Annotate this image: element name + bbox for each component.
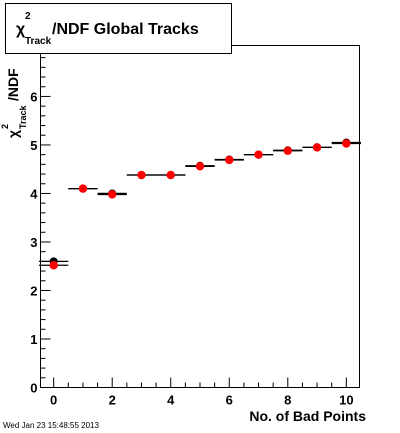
red-data-point	[78, 184, 88, 193]
y-tick-label: 4	[30, 186, 38, 201]
x-tick-label: 6	[226, 393, 233, 408]
title-sup: 2	[25, 11, 31, 22]
y-tick-label: 0	[30, 381, 37, 396]
timestamp: Wed Jan 23 15:48:55 2013	[3, 421, 99, 430]
y-tick-label: 2	[30, 283, 37, 298]
red-data-point	[283, 146, 292, 155]
y-tick-label: 6	[30, 89, 37, 104]
y-axis-title: χ 2 Track /NDF	[0, 68, 28, 138]
red-data-point	[254, 150, 263, 159]
x-tick-label: 10	[339, 393, 353, 408]
y-title-chi: χ	[5, 130, 21, 138]
y-title-sup: 2	[0, 124, 10, 129]
red-data-point	[108, 190, 117, 199]
axes: 024681001234567	[30, 41, 353, 408]
red-data-point	[312, 143, 322, 152]
red-data-point	[166, 170, 175, 180]
plot-frame	[40, 45, 360, 388]
x-tick-label: 2	[109, 393, 116, 408]
y-tick-label: 1	[30, 332, 37, 347]
data-marks	[39, 138, 361, 270]
x-tick-label: 4	[167, 393, 175, 408]
red-data-point	[49, 261, 58, 270]
red-data-point	[137, 170, 146, 180]
x-axis-title: No. of Bad Points	[249, 408, 366, 424]
red-data-point	[195, 162, 205, 171]
y-tick-label: 3	[30, 235, 37, 250]
x-tick-label: 8	[284, 393, 291, 408]
y-title-rest: /NDF	[5, 68, 21, 101]
title-sub: Track	[25, 36, 52, 47]
red-data-point	[342, 139, 351, 148]
title-box: χ 2 Track /NDF Global Tracks	[5, 3, 232, 54]
x-tick-label: 0	[50, 393, 57, 408]
chart-title: /NDF Global Tracks	[52, 21, 199, 38]
y-title-sub: Track	[18, 104, 28, 129]
title-chi: χ	[16, 21, 26, 38]
y-tick-label: 5	[30, 138, 37, 153]
red-data-point	[225, 155, 234, 165]
